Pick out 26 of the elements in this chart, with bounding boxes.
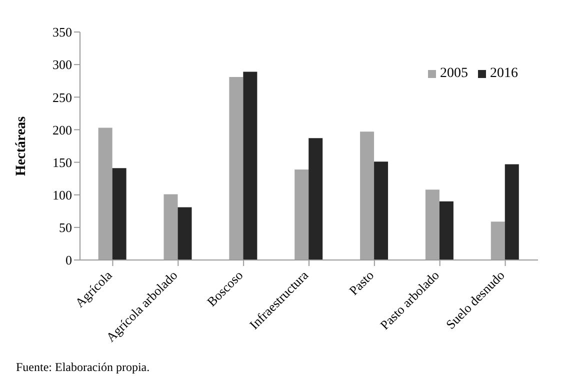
bar xyxy=(178,207,192,260)
bar xyxy=(112,168,126,260)
y-tick-label: 50 xyxy=(59,220,72,236)
bar xyxy=(439,201,454,260)
y-tick-label: 250 xyxy=(52,90,72,105)
bar xyxy=(308,138,323,260)
y-tick-label: 100 xyxy=(52,187,72,202)
bar xyxy=(425,190,440,260)
y-tick-label: 0 xyxy=(66,252,72,268)
bar xyxy=(243,72,258,260)
y-tick-label: 350 xyxy=(52,24,72,40)
y-axis-title: Hectáreas xyxy=(14,116,29,176)
bar xyxy=(294,169,309,260)
bar xyxy=(164,194,178,260)
source-note: Fuente: Elaboración propia. xyxy=(16,360,150,375)
bar xyxy=(490,222,505,260)
bar xyxy=(98,128,112,260)
y-tick-label: 300 xyxy=(52,57,72,72)
bar xyxy=(504,164,519,260)
bar xyxy=(360,132,374,260)
y-tick-label: 150 xyxy=(52,154,72,170)
y-tick-label: 200 xyxy=(52,122,72,138)
bar xyxy=(374,162,388,260)
legend-label: 2005 xyxy=(440,66,468,81)
bar xyxy=(229,76,244,260)
legend-label: 2016 xyxy=(490,66,518,81)
